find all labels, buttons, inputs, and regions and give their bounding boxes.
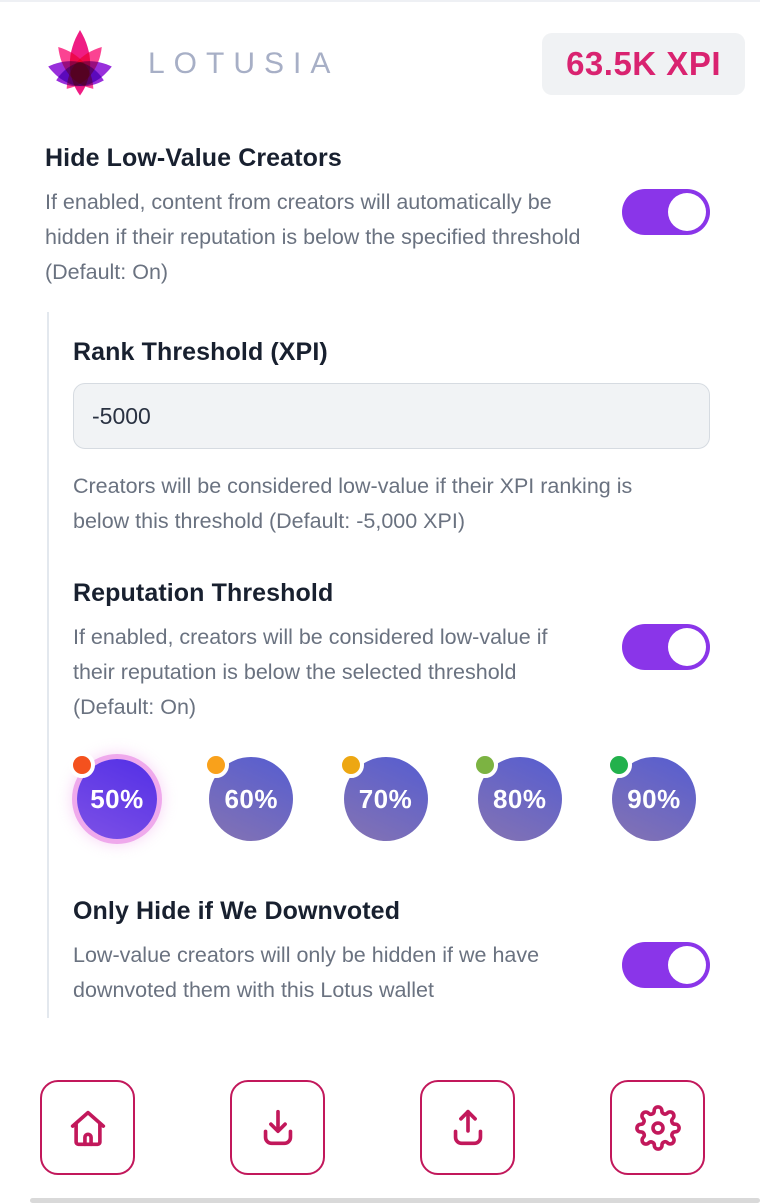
settings-panel: Hide Low-Value Creators If enabled, cont… [0,114,760,1018]
threshold-settings-group: Rank Threshold (XPI) Creators will be co… [47,312,710,1018]
status-dot [606,752,632,778]
status-dot [69,752,95,778]
header: LOTUSIA 63.5K XPI [0,2,760,114]
rank-threshold-title: Rank Threshold (XPI) [73,338,328,366]
reputation-option-80[interactable]: 80% [471,752,564,843]
status-dot [471,752,498,778]
import-button[interactable] [230,1080,325,1175]
home-button[interactable] [40,1080,135,1175]
only-hide-downvoted-description: Low-value creators will only be hidden i… [73,943,540,1002]
reputation-threshold-title: Reputation Threshold [73,579,334,607]
bottom-toolbar [40,1080,705,1175]
brand-name: LOTUSIA [148,47,340,80]
hide-low-value-description: If enabled, content from creators will a… [45,190,581,284]
settings-gear-icon [634,1104,681,1151]
horizontal-scrollbar[interactable] [30,1198,760,1203]
toggle-knob [668,193,706,231]
home-icon [70,1110,105,1146]
status-dot [203,752,230,778]
rank-threshold-input[interactable] [73,383,710,449]
brand: LOTUSIA [28,17,339,111]
reputation-threshold-description: If enabled, creators will be considered … [73,625,548,719]
rank-threshold-helper: Creators will be considered low-value if… [73,474,633,533]
hide-low-value-title: Hide Low-Value Creators [45,144,342,172]
reputation-option-90[interactable]: 90% [606,752,698,843]
only-hide-downvoted-toggle[interactable] [622,942,710,988]
download-icon [263,1109,292,1145]
status-dot [337,752,364,778]
xpi-balance-badge: 63.5K XPI [542,33,745,95]
upload-icon [453,1109,482,1145]
reputation-option-50[interactable]: 50% [69,752,161,843]
toggle-knob [668,628,706,666]
toggle-knob [668,946,706,984]
percentage-label: 60% [209,757,294,841]
reputation-threshold-toggle[interactable] [622,624,710,670]
reputation-option-60[interactable]: 60% [203,752,295,843]
reputation-percentage-options: 50% 60% 70% 80% 90% [69,751,710,847]
percentage-label: 80% [477,757,562,841]
reputation-option-70[interactable]: 70% [337,752,430,843]
settings-button[interactable] [610,1080,705,1175]
hide-low-value-toggle[interactable] [622,189,710,235]
export-button[interactable] [420,1080,515,1175]
only-hide-downvoted-title: Only Hide if We Downvoted [73,897,401,925]
percentage-label: 50% [77,759,157,839]
lotus-flower-icon [45,30,115,96]
